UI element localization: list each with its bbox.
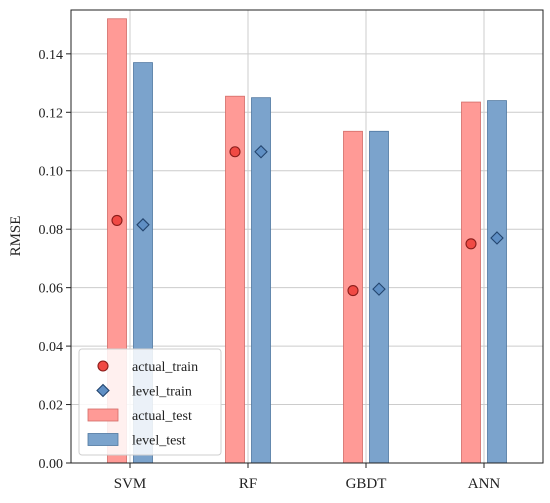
point-actual_train-RF [229, 146, 241, 158]
point-actual_train-GBDT [347, 285, 359, 297]
y-axis-label: RMSE [8, 216, 24, 257]
bar-actual_test-ANN [461, 101, 481, 464]
point-level_train-RF [254, 144, 268, 159]
y-tick-label: 0.08 [39, 223, 64, 238]
bar-actual_test-GBDT [343, 130, 363, 464]
markers-layer [111, 144, 504, 297]
x-tick-label: ANN [468, 476, 501, 492]
point-level_train-SVM [136, 218, 150, 232]
y-tick-label: 0.12 [39, 106, 64, 121]
bar-level_test-ANN [487, 100, 507, 464]
legend-swatch-actual_train [97, 360, 109, 372]
y-tick-label: 0.06 [39, 282, 64, 297]
legend-label-actual_train: actual_train [132, 360, 198, 375]
point-level_train-ANN [490, 231, 504, 245]
legend-swatch-actual_test [87, 408, 119, 422]
legend-label-level_train: level_train [132, 385, 192, 400]
legend-box [78, 348, 222, 456]
plot-frame [70, 9, 544, 464]
y-tick-label: 0.00 [39, 457, 64, 472]
point-actual_train-ANN [465, 238, 477, 250]
legend-swatch-level_train [96, 383, 110, 398]
x-tick-label: SVM [114, 476, 147, 492]
point-actual_train-SVM [111, 214, 123, 226]
legend-swatch-level_test [87, 433, 119, 446]
y-tick-label: 0.10 [39, 165, 64, 180]
x-tick-label: GBDT [346, 476, 387, 492]
y-tick-label: 0.04 [39, 340, 64, 355]
y-tick-label: 0.02 [39, 399, 64, 414]
legend-label-actual_test: actual_test [132, 409, 192, 424]
legend: actual_train level_train actual_test level_… [78, 348, 222, 456]
point-level_train-GBDT [372, 282, 386, 296]
bar-level_test-GBDT [369, 130, 389, 464]
x-tick-label: RF [239, 476, 257, 492]
y-axis-ticks: 0.00 0.02 0.04 0.06 0.08 0.10 0.12 0.14 [39, 48, 71, 472]
legend-label-level_test: level_test [132, 434, 186, 449]
x-axis-ticks: SVM RF GBDT ANN [114, 463, 501, 492]
y-tick-label: 0.14 [39, 48, 64, 63]
